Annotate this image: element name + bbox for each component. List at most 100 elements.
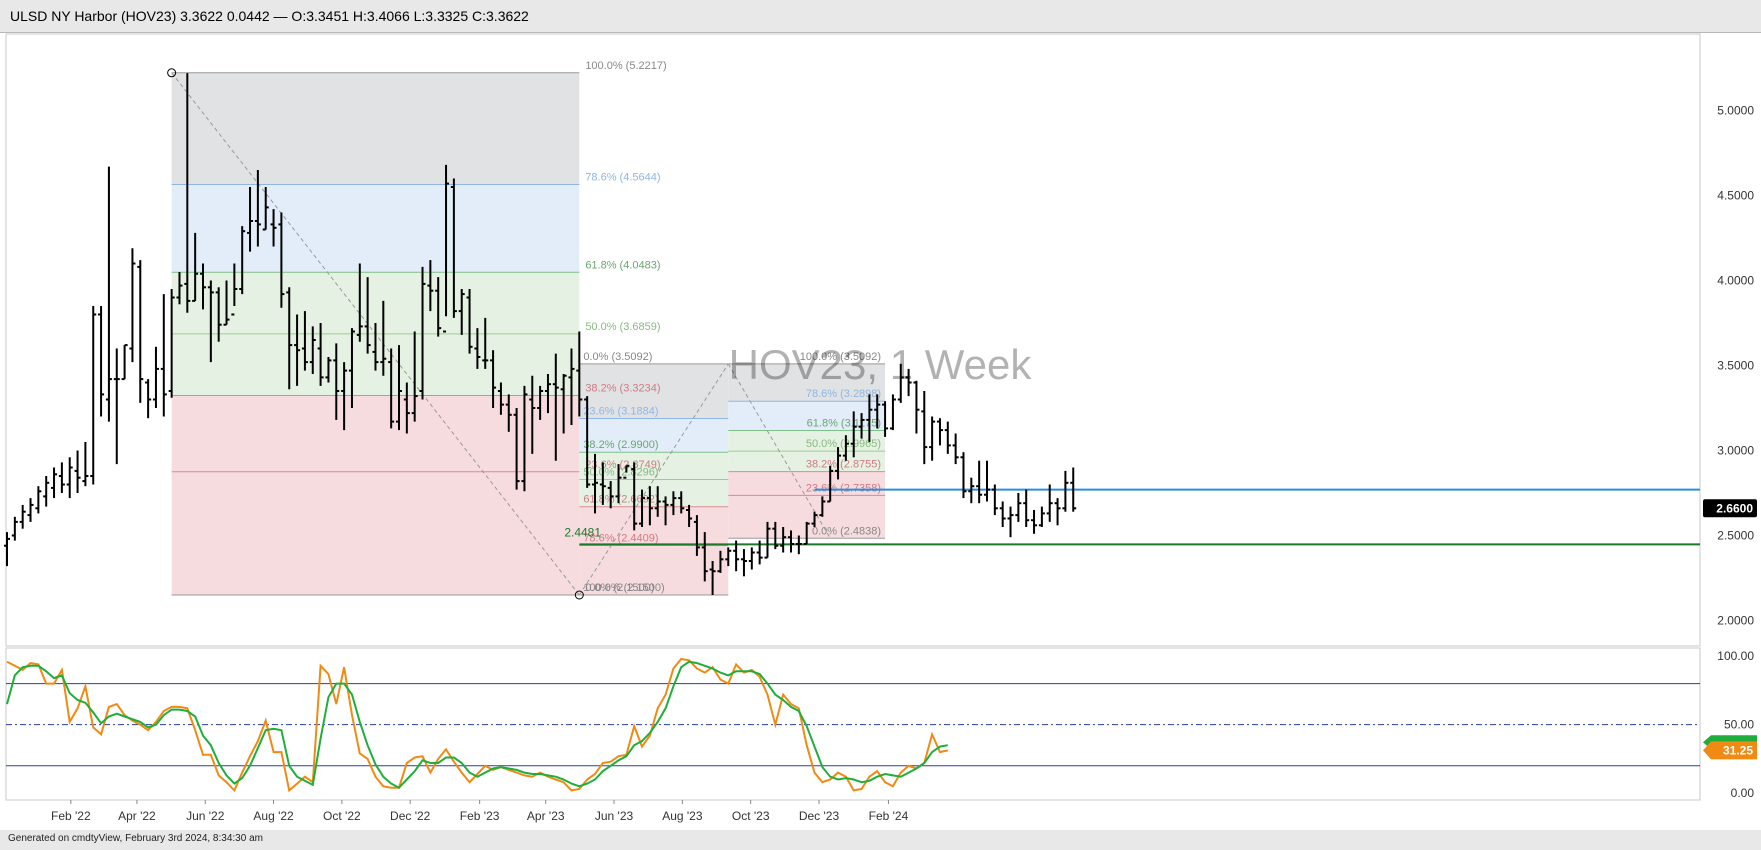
ohlc-bar	[505, 394, 512, 432]
ohlc-bar	[866, 394, 873, 442]
generated-note: Generated on cmdtyView, February 3rd 202…	[8, 833, 263, 844]
ohlc-bar	[254, 170, 261, 247]
ohlc-bar	[497, 382, 504, 415]
ohlc-bar	[411, 331, 418, 422]
fib-rally-level-label: 23.6% (3.1884)	[583, 405, 658, 417]
ohlc-bar	[827, 465, 834, 503]
watermark: HOV23, 1 Week	[729, 341, 1033, 388]
price-panel: 100.0% (5.2217) 78.6% (4.5644) 61.8% (4.04…	[4, 33, 1757, 647]
ohlc-bar	[215, 287, 222, 342]
ohlc-bar	[419, 266, 426, 400]
fib-decline-level-label: 100.0% (5.2217)	[585, 60, 666, 72]
ohlc-bar	[458, 289, 465, 335]
ohlc-bar	[623, 464, 630, 479]
price-tick-label: 3.5000	[1717, 359, 1754, 373]
ohlc-bar	[905, 368, 912, 397]
ohlc-bar	[693, 515, 700, 556]
ohlc-bar	[976, 460, 983, 504]
ohlc-bar	[364, 277, 371, 354]
ohlc-bar	[599, 462, 606, 505]
ohlc-bar	[686, 504, 693, 527]
ohlc-bar	[341, 362, 348, 431]
ohlc-bar	[560, 374, 567, 434]
ohlc-bar	[129, 248, 136, 363]
ohlc-bar	[811, 511, 818, 527]
ohlc-bar	[270, 209, 277, 247]
ohlc-bar	[90, 306, 97, 485]
fib-decline-band	[171, 184, 580, 273]
ohlc-bar	[372, 323, 379, 371]
ohlc-bar	[356, 263, 363, 342]
support-label: 2.4481	[564, 525, 601, 539]
ohlc-bar	[795, 535, 802, 555]
ohlc-bar	[325, 357, 332, 383]
chart-title: ULSD NY Harbor (HOV23) 3.3622 0.0442 — O…	[10, 8, 529, 24]
ohlc-bar	[66, 457, 73, 499]
ohlc-bar	[835, 447, 842, 480]
ohlc-bar	[176, 272, 183, 305]
fib-trend-line	[727, 363, 831, 539]
ohlc-bar	[247, 187, 254, 252]
ohlc-bar	[521, 385, 528, 492]
fib-anchor-marker	[574, 590, 584, 600]
fib-rally-band	[579, 418, 729, 453]
ohlc-bar	[858, 413, 865, 439]
price-tick-label: 3.0000	[1717, 444, 1754, 458]
ohlc-bar	[51, 467, 58, 499]
ohlc-bar	[842, 435, 849, 461]
ohlc-bar	[576, 331, 583, 417]
fib-rally-band	[579, 506, 729, 546]
ohlc-bar	[466, 289, 473, 354]
fib-late-decline-level-label: 0.0% (2.4838)	[812, 525, 881, 537]
price-chart[interactable]: 100.0% (5.2217) 78.6% (4.5644) 61.8% (4.04…	[0, 0, 1761, 830]
price-tick-label: 2.5000	[1717, 529, 1754, 543]
ohlc-bar	[333, 343, 340, 420]
title-bar: ULSD NY Harbor (HOV23) 3.3622 0.0442 — O…	[0, 0, 1761, 33]
stochastic-k-line	[6, 657, 949, 793]
fib-trend-line	[578, 363, 729, 596]
stochastic-tick-label: 50.00	[1724, 718, 1754, 732]
ohlc-bar	[435, 277, 442, 337]
stochastic-k-badge	[1703, 741, 1757, 760]
price-tick-label: 2.0000	[1717, 614, 1754, 628]
x-tick-label: Feb '22	[51, 809, 91, 823]
stochastic-tick-label: 100.00	[1717, 649, 1754, 663]
ohlc-bar	[748, 547, 755, 570]
x-tick-label: Dec '23	[799, 809, 840, 823]
x-tick-label: Oct '23	[732, 809, 770, 823]
fib-decline-band	[171, 395, 580, 472]
x-tick-label: Jun '22	[186, 809, 225, 823]
ohlc-bar	[35, 486, 42, 514]
ohlc-bar	[584, 396, 591, 488]
ohlc-bar	[568, 348, 575, 425]
ohlc-bar	[552, 353, 559, 461]
ohlc-bar	[239, 226, 246, 295]
ohlc-bar	[709, 561, 716, 595]
ohlc-bar	[403, 382, 410, 434]
fib-rally-level-label: 100.0% (2.1500)	[583, 582, 664, 594]
ohlc-bar	[670, 491, 677, 516]
ohlc-bar	[396, 345, 402, 431]
ohlc-bar	[646, 486, 653, 526]
ohlc-bar	[772, 521, 779, 550]
ohlc-bar	[756, 540, 763, 565]
ohlc-bar	[82, 442, 89, 487]
ohlc-bar	[474, 328, 481, 369]
ohlc-bar	[427, 260, 434, 312]
ohlc-bar	[968, 477, 975, 504]
ohlc-bar	[537, 385, 544, 420]
ohlc-bar	[513, 408, 520, 490]
ohlc-bar	[913, 380, 920, 434]
ohlc-bar	[184, 73, 191, 313]
ohlc-bar	[678, 491, 685, 514]
ohlc-bar	[1062, 470, 1069, 512]
ohlc-bar	[850, 411, 857, 458]
ohlc-bar	[286, 287, 293, 390]
last-price-badge	[1703, 499, 1757, 518]
stochastic-tick-label: 0.00	[1731, 786, 1755, 800]
fib-decline-level-label: 23.6% (2.8749)	[585, 459, 660, 471]
ohlc-bar	[592, 453, 598, 514]
ohlc-bar	[944, 421, 951, 454]
ohlc-bar	[897, 363, 904, 403]
price-tick-label: 4.5000	[1717, 189, 1754, 203]
